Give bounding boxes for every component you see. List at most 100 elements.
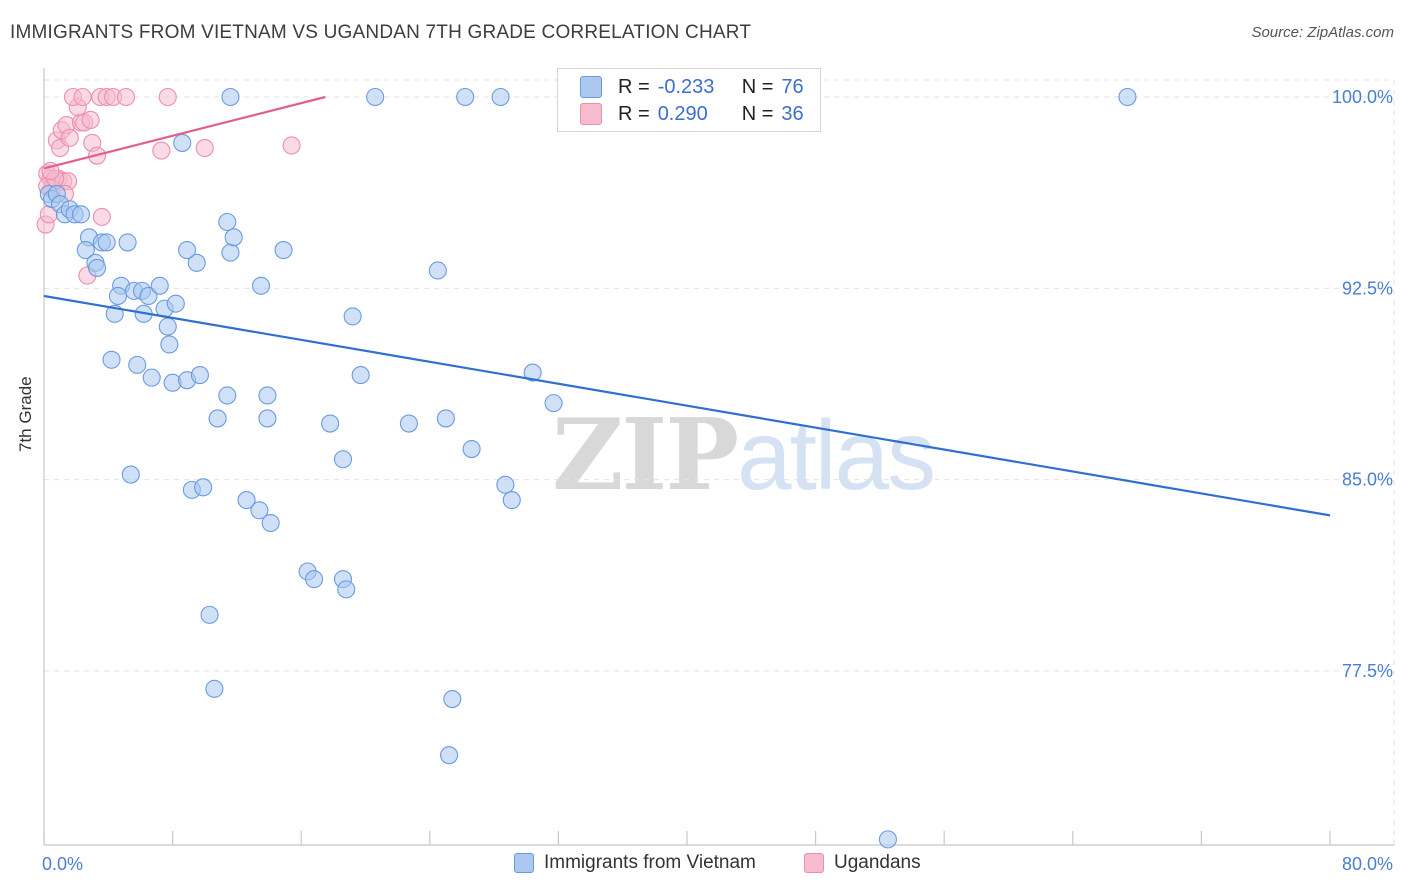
vietnam-point <box>351 366 370 385</box>
vietnam-point <box>224 228 243 247</box>
vietnam-point <box>258 386 277 405</box>
vietnam-point <box>436 409 455 428</box>
legend-r-value: 0.290 <box>657 102 708 125</box>
y-axis-label: 7th Grade <box>16 376 35 452</box>
vietnam-point <box>274 241 293 260</box>
legend-swatch-vietnam <box>514 853 534 873</box>
legend-label-vietnam: Immigrants from Vietnam <box>544 852 756 873</box>
vietnam-point <box>158 317 177 336</box>
vietnam-point <box>221 243 240 262</box>
legend-row-ugandans: R = 0.290 N = 36 <box>580 100 804 128</box>
vietnam-point <box>443 690 462 709</box>
legend-swatch-vietnam <box>580 76 602 98</box>
vietnam-point <box>321 414 340 433</box>
vietnam-point <box>166 294 185 313</box>
source-credit: Source: ZipAtlas.com <box>1251 24 1394 41</box>
ugandans-points <box>36 87 301 285</box>
legend-item-ugandans[interactable]: Ugandans <box>804 852 921 874</box>
vietnam-point <box>178 241 197 260</box>
x-tick-label: 80.0% <box>1342 854 1393 874</box>
legend-n-value: 36 <box>781 102 804 125</box>
vietnam-point <box>76 241 95 260</box>
gridlines <box>44 79 1395 845</box>
legend-swatch-ugandans <box>804 853 824 873</box>
vietnam-point <box>496 475 515 494</box>
y-tick-label: 77.5% <box>1342 661 1393 681</box>
vietnam-point <box>97 233 116 252</box>
ugandans-point <box>282 136 301 155</box>
legend-n-value: 76 <box>781 75 804 98</box>
legend-n-label: N = <box>741 75 774 98</box>
vietnam-point <box>87 258 107 277</box>
vietnam-point <box>108 286 127 306</box>
vietnam-point <box>462 440 481 459</box>
legend-swatch-ugandans <box>580 103 602 125</box>
legend-label-ugandans: Ugandans <box>834 852 921 873</box>
ugandans-point <box>116 87 136 107</box>
x-tick-labels: 0.0% 80.0% <box>42 854 1393 874</box>
vietnam-point <box>305 570 324 589</box>
vietnam-point <box>102 350 121 369</box>
axes <box>43 68 1394 846</box>
vietnam-point <box>121 465 140 484</box>
vietnam-point <box>250 501 269 520</box>
trend-lines <box>43 95 1331 517</box>
y-tick-label: 92.5% <box>1342 278 1393 298</box>
x-tick-label: 0.0% <box>42 854 83 874</box>
vietnam-point <box>221 87 240 107</box>
vietnam-point <box>205 679 224 698</box>
ugandans-point <box>60 128 79 147</box>
vietnam-point <box>456 87 475 107</box>
vietnam-point <box>440 746 459 765</box>
legend-r-label: R = <box>618 75 650 98</box>
chart-title: IMMIGRANTS FROM VIETNAM VS UGANDAN 7TH G… <box>10 22 752 43</box>
ugandans-point <box>73 87 92 107</box>
vietnam-point <box>139 286 158 306</box>
vietnam-point <box>343 307 362 326</box>
ugandans-point <box>152 141 171 160</box>
legend-item-vietnam[interactable]: Immigrants from Vietnam <box>514 852 756 874</box>
legend-row-vietnam: R = -0.233 N = 76 <box>580 73 804 101</box>
vietnam-point <box>187 253 206 272</box>
vietnam-point <box>523 363 542 382</box>
vietnam-point <box>251 276 271 295</box>
vietnam-point <box>399 414 418 433</box>
vietnam-point <box>428 261 447 280</box>
legend-n-label: N = <box>741 102 774 125</box>
series-legend: Immigrants from Vietnam Ugandans <box>0 852 1406 878</box>
legend-r-label: R = <box>618 102 650 125</box>
y-tick-label: 100.0% <box>1332 87 1393 107</box>
legend-r-value: -0.233 <box>657 75 715 98</box>
vietnam-point <box>208 409 227 428</box>
vietnam-point <box>544 394 563 413</box>
vietnam-point <box>878 830 897 849</box>
vietnam-point <box>128 355 147 374</box>
ugandans-trend-line <box>43 95 326 170</box>
vietnam-point <box>1118 87 1137 107</box>
vietnam-point <box>502 491 521 510</box>
ugandans-point <box>92 207 111 226</box>
y-tick-label: 85.0% <box>1342 470 1393 490</box>
vietnam-point <box>261 513 280 533</box>
vietnam-point <box>258 409 277 428</box>
vietnam-point <box>337 580 356 599</box>
vietnam-point <box>333 450 353 469</box>
vietnam-point <box>237 491 256 510</box>
correlation-legend: R = -0.233 N = 76 R = 0.290 N = 36 <box>557 68 821 132</box>
vietnam-point <box>71 205 91 224</box>
vietnam-point <box>194 478 213 497</box>
vietnam-point <box>160 335 179 354</box>
vietnam-point <box>142 368 161 387</box>
ugandans-point <box>81 110 100 130</box>
vietnam-point <box>200 605 219 624</box>
vietnam-point <box>118 233 137 252</box>
vietnam-point <box>491 87 510 107</box>
vietnam-point <box>218 212 237 232</box>
vietnam-points <box>39 87 1137 849</box>
vietnam-point <box>218 386 237 405</box>
vietnam-point <box>150 276 169 295</box>
vietnam-point <box>173 133 192 152</box>
vietnam-point <box>190 366 209 385</box>
ugandans-point <box>195 138 214 158</box>
